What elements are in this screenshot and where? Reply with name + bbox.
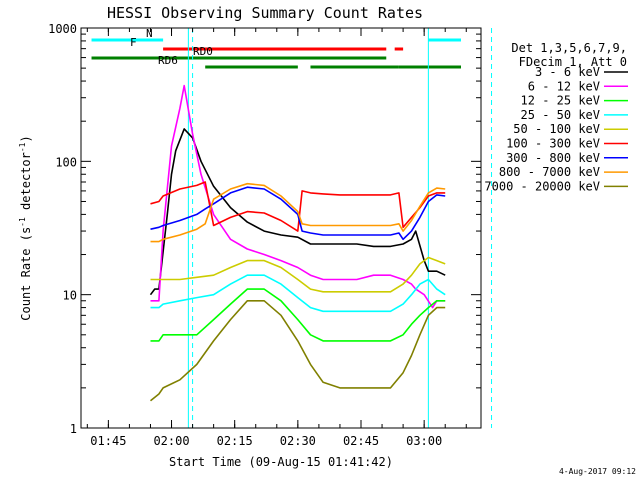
y-label-mid: detector <box>19 152 33 217</box>
legend-entry-label: 300 - 800 keV <box>506 151 600 165</box>
y-label-sup1: -1 <box>18 217 27 227</box>
flag-bar-label: RD6 <box>158 54 178 67</box>
x-tick-label: 02:45 <box>343 434 379 448</box>
x-tick-label: 02:00 <box>153 434 189 448</box>
x-tick-label: 03:00 <box>406 434 442 448</box>
x-tick-label: 01:45 <box>90 434 126 448</box>
series-line <box>150 288 446 342</box>
vertical-lines <box>187 28 493 428</box>
plot-frame <box>80 27 482 429</box>
legend-entry-label: 100 - 300 keV <box>506 137 600 151</box>
legend-header: FDecim 1, Att 0 <box>519 55 627 69</box>
legend-entry-label: 800 - 7000 keV <box>499 165 600 179</box>
flag-bar-label: RD0 <box>193 45 213 58</box>
legend-entry-label: 12 - 25 keV <box>521 94 600 108</box>
flag-bars: NF RD0 RD6 <box>91 27 461 69</box>
y-label-sup2: -1 <box>18 142 27 152</box>
y-axis-label: Count Rate (s-1 detector-1) <box>18 135 33 320</box>
series-line <box>150 182 446 243</box>
legend-entry-label: 3 - 6 keV <box>535 65 600 79</box>
chart-title: HESSI Observing Summary Count Rates <box>107 4 423 22</box>
series-line <box>150 274 446 313</box>
y-tick-label: 1000 <box>48 22 77 36</box>
y-tick-label: 10 <box>63 289 77 303</box>
legend-entry-label: 50 - 100 keV <box>513 122 600 136</box>
series-line <box>149 300 446 402</box>
x-axis-label: Start Time (09-Aug-15 01:41:42) <box>169 455 393 469</box>
legend-entry-label: 6 - 12 keV <box>528 79 600 93</box>
x-tick-label: 02:15 <box>217 434 253 448</box>
timestamp: 4-Aug-2017 09:12 <box>559 467 636 476</box>
y-tick-label: 100 <box>55 155 77 169</box>
series-line <box>150 186 446 241</box>
y-axis: 1 10 100 1000 <box>48 22 481 436</box>
flag-bar-label: N <box>146 27 153 40</box>
x-tick-label: 02:30 <box>280 434 316 448</box>
series-line <box>149 128 446 296</box>
y-label-main: Count Rate (s <box>19 227 33 321</box>
legend-entry-label: 7000 - 20000 keV <box>484 179 600 193</box>
flag-bar-label: F <box>130 36 137 49</box>
series-line <box>150 256 446 293</box>
x-axis: 01:45 02:00 02:15 02:30 02:45 03:00 <box>86 28 467 448</box>
legend-header: Det 1,3,5,6,7,9, <box>511 41 627 55</box>
series-line <box>150 84 446 309</box>
series-lines <box>149 84 446 402</box>
y-label-end: ) <box>19 135 33 142</box>
legend-entry-label: 25 - 50 keV <box>521 108 600 122</box>
y-tick-label: 1 <box>70 422 77 436</box>
legend: Det 1,3,5,6,7,9,FDecim 1, Att 03 - 6 keV… <box>484 41 628 193</box>
series-line <box>150 181 446 232</box>
